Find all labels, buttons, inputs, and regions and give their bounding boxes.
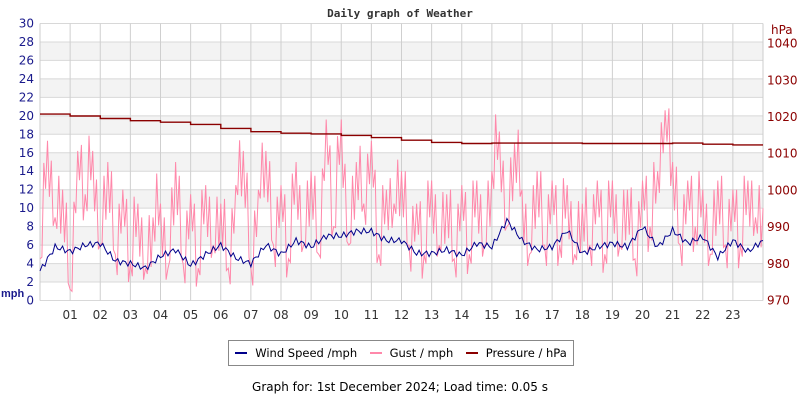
left-tick-label: 16 xyxy=(19,146,34,160)
left-tick-label: 0 xyxy=(26,294,34,308)
left-tick-label: 10 xyxy=(19,201,34,215)
right-tick-label: 1030 xyxy=(767,73,798,87)
legend-label-pressure: Pressure / hPa xyxy=(485,346,567,360)
legend-item-gust: Gust / mph xyxy=(369,346,454,360)
x-tick-label: 18 xyxy=(575,308,590,322)
x-tick-label: 08 xyxy=(273,308,288,322)
left-tick-label: 30 xyxy=(19,17,34,31)
left-tick-label: 14 xyxy=(19,164,34,178)
x-tick-label: 04 xyxy=(153,308,168,322)
legend-swatch-pressure xyxy=(465,352,478,354)
left-tick-label: 12 xyxy=(19,183,34,197)
left-tick-label: 22 xyxy=(19,90,34,104)
legend-item-pressure: Pressure / hPa xyxy=(465,346,567,360)
left-tick-label: 28 xyxy=(19,35,34,49)
x-tick-label: 17 xyxy=(544,308,559,322)
left-tick-label: 2 xyxy=(26,275,34,289)
left-axis-label: mph xyxy=(1,288,25,300)
left-tick-label: 18 xyxy=(19,127,34,141)
x-tick-label: 16 xyxy=(514,308,529,322)
x-tick-label: 05 xyxy=(183,308,198,322)
x-tick-label: 20 xyxy=(635,308,650,322)
right-axis-label: hPa xyxy=(771,23,793,37)
right-tick-label: 990 xyxy=(767,220,790,234)
x-tick-label: 21 xyxy=(665,308,680,322)
series-line-pressure xyxy=(40,113,763,146)
right-tick-label: 1040 xyxy=(767,37,798,51)
legend-swatch-wind xyxy=(235,352,248,354)
x-tick-label: 02 xyxy=(93,308,108,322)
x-tick-label: 10 xyxy=(334,308,349,322)
left-tick-label: 20 xyxy=(19,109,34,123)
left-tick-label: 4 xyxy=(26,257,34,271)
footer-status: Graph for: 1st December 2024; Load time:… xyxy=(252,380,548,394)
right-tick-label: 980 xyxy=(767,257,790,271)
left-tick-label: 8 xyxy=(26,220,34,234)
series-line-wind xyxy=(39,217,764,272)
right-tick-label: 1010 xyxy=(767,147,798,161)
x-tick-label: 11 xyxy=(364,308,379,322)
x-tick-label: 23 xyxy=(725,308,740,322)
right-tick-label: 970 xyxy=(767,294,790,308)
legend-item-wind: Wind Speed /mph xyxy=(235,346,357,360)
left-tick-label: 26 xyxy=(19,53,34,67)
right-tick-label: 1020 xyxy=(767,110,798,124)
x-tick-label: 13 xyxy=(424,308,439,322)
left-tick-label: 24 xyxy=(19,72,34,86)
x-tick-label: 22 xyxy=(695,308,710,322)
left-tick-label: 6 xyxy=(26,238,34,252)
right-tick-label: 1000 xyxy=(767,183,798,197)
x-tick-label: 07 xyxy=(243,308,258,322)
legend-label-gust: Gust / mph xyxy=(389,346,454,360)
series-line-gust xyxy=(39,108,764,293)
x-tick-label: 12 xyxy=(394,308,409,322)
x-tick-label: 06 xyxy=(213,308,228,322)
x-tick-label: 19 xyxy=(605,308,620,322)
legend-swatch-gust xyxy=(369,352,382,354)
x-tick-label: 03 xyxy=(123,308,138,322)
legend: Wind Speed /mph Gust / mph Pressure / hP… xyxy=(228,340,574,366)
x-tick-label: 14 xyxy=(454,308,469,322)
x-tick-label: 15 xyxy=(484,308,499,322)
chart-title: Daily graph of Weather xyxy=(327,7,473,20)
x-tick-label: 09 xyxy=(303,308,318,322)
legend-label-wind: Wind Speed /mph xyxy=(255,346,358,360)
x-tick-label: 01 xyxy=(62,308,77,322)
